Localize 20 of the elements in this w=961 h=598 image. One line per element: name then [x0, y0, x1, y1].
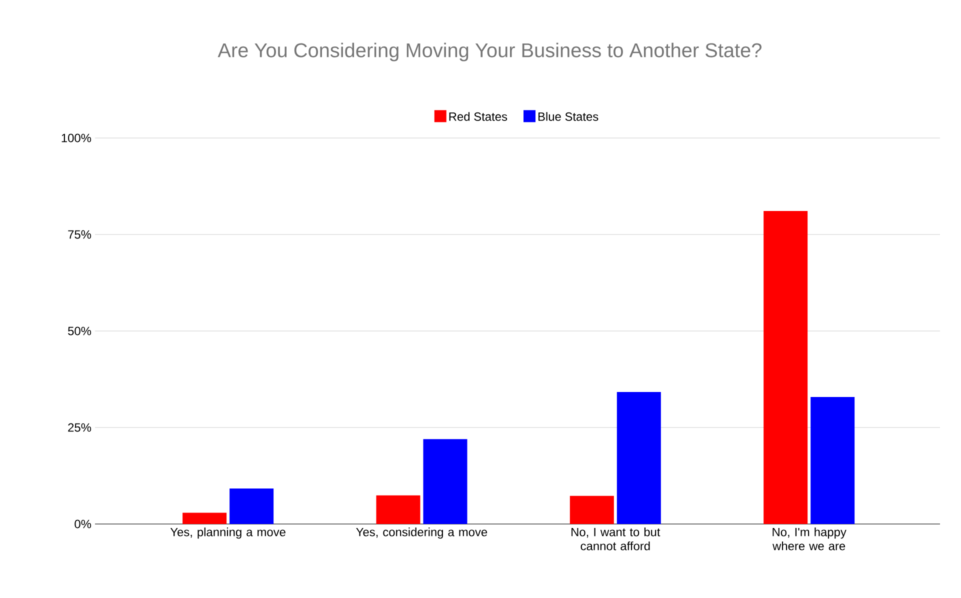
bar [570, 496, 614, 524]
bar [423, 439, 468, 524]
y-tick-label: 50% [68, 326, 92, 336]
y-tick-label: 100% [62, 134, 92, 142]
x-tick-label: No, I'm happy where we are [772, 528, 846, 550]
bar [616, 392, 661, 524]
y-tick-label: 75% [68, 230, 92, 239]
y-tick-label: 25% [68, 423, 92, 432]
legend-label: Blue States [538, 112, 598, 121]
x-tick-label: Yes, considering a move [356, 528, 488, 539]
bar [810, 397, 855, 524]
bar [230, 488, 274, 524]
bar [376, 495, 420, 524]
bar [764, 210, 808, 524]
x-tick-label: No, I want to but cannot afford [572, 528, 660, 550]
legend-label: Red States [449, 112, 508, 121]
y-tick-label: 0% [74, 520, 92, 528]
bar [182, 512, 227, 524]
chart-title: Are You Considering Moving Your Business to Another State? [218, 42, 762, 62]
x-tick-label: Yes, planning a move [170, 528, 286, 539]
